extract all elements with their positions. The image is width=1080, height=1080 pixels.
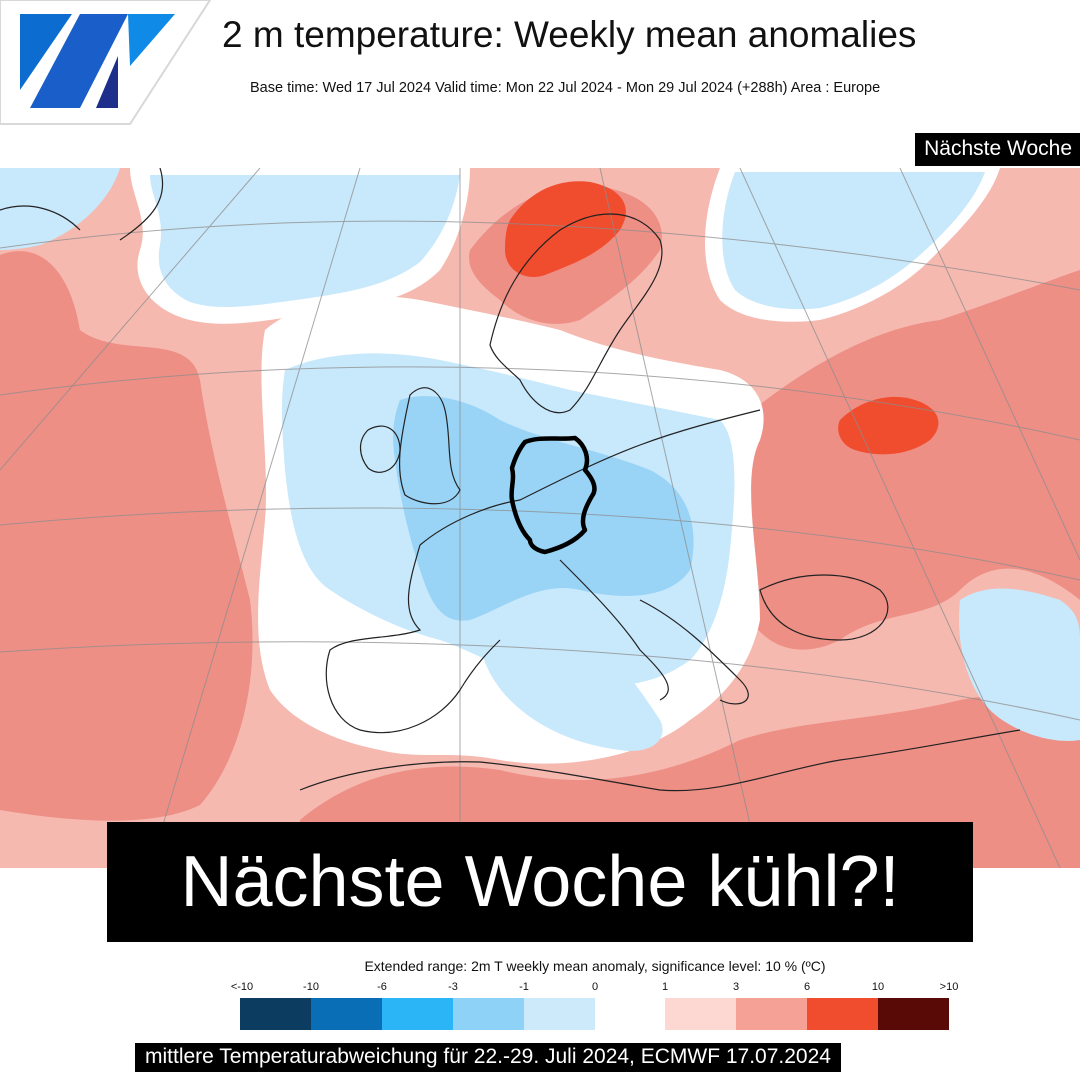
latitude-line-40 <box>0 641 1080 721</box>
coastline-black-sea <box>759 574 889 641</box>
longitude-line-2 <box>149 168 361 868</box>
anomaly-map <box>0 168 1080 868</box>
longitude-line-1 <box>0 168 261 471</box>
legend-colorbar <box>240 998 950 1030</box>
europe-map <box>0 168 1080 868</box>
coastline-balkans <box>639 599 749 705</box>
legend-tick: 3 <box>732 981 740 993</box>
chart-subtitle: Base time: Wed 17 Jul 2024 Valid time: M… <box>250 80 881 96</box>
legend-tick: 0 <box>591 981 599 993</box>
cool-region-east-south <box>959 588 1080 741</box>
legend-tick: -1 <box>519 981 529 993</box>
latitude-line-70 <box>0 220 1080 291</box>
legend-swatch <box>523 998 595 1030</box>
coastline-uk <box>398 387 461 505</box>
coastline-italy <box>559 559 669 701</box>
legend-tick: -10 <box>303 981 319 993</box>
legend-tick: <-10 <box>230 981 254 993</box>
legend-swatch <box>240 998 311 1030</box>
warm-region-east <box>732 270 1080 650</box>
latitude-line-60 <box>0 366 1080 441</box>
legend-tick: 6 <box>803 981 811 993</box>
chart-title: 2 m temperature: Weekly mean anomalies <box>222 14 917 55</box>
legend-swatch <box>452 998 524 1030</box>
cool-core-central <box>393 396 694 621</box>
longitude-line-4 <box>599 168 761 868</box>
legend-tick: 1 <box>661 981 669 993</box>
coastline-north-africa <box>299 729 1021 792</box>
brand-logo-icon <box>0 0 215 130</box>
legend-title: Extended range: 2m T weekly mean anomaly… <box>364 958 826 974</box>
legend-tick: -6 <box>377 981 387 993</box>
coastline-ireland <box>359 425 401 473</box>
cool-region-italy <box>479 616 663 751</box>
legend-swatch <box>381 998 453 1030</box>
headline-banner: Nächste Woche kühl?! <box>107 822 973 942</box>
hot-spot-russia <box>838 396 939 455</box>
legend-swatch <box>807 998 879 1030</box>
legend-swatch <box>736 998 808 1030</box>
legend-ticks: <-10 -10 -6 -3 -1 0 1 3 6 10 >10 <box>0 981 1080 997</box>
week-badge: Nächste Woche <box>915 133 1080 166</box>
germany-outline <box>509 435 597 555</box>
cool-region-north-fill <box>150 175 460 307</box>
longitude-line-6 <box>899 168 1080 561</box>
cool-region-greenland <box>0 168 120 250</box>
legend-tick: 10 <box>871 981 885 993</box>
warm-region-atlantic <box>0 251 253 821</box>
legend-swatch <box>665 998 737 1030</box>
legend-swatch <box>310 998 382 1030</box>
legend-tick: >10 <box>939 981 959 993</box>
coastline-greenland <box>0 168 164 241</box>
coastline-scandinavia <box>489 213 663 414</box>
legend-swatch <box>878 998 950 1030</box>
longitude-line-5 <box>739 168 1061 868</box>
legend-tick: -3 <box>448 981 458 993</box>
cool-region-barents-fill <box>722 172 985 310</box>
latitude-line-50 <box>0 507 1080 581</box>
legend-swatch <box>594 998 666 1030</box>
caption: mittlere Temperaturabweichung für 22.-29… <box>135 1043 841 1072</box>
